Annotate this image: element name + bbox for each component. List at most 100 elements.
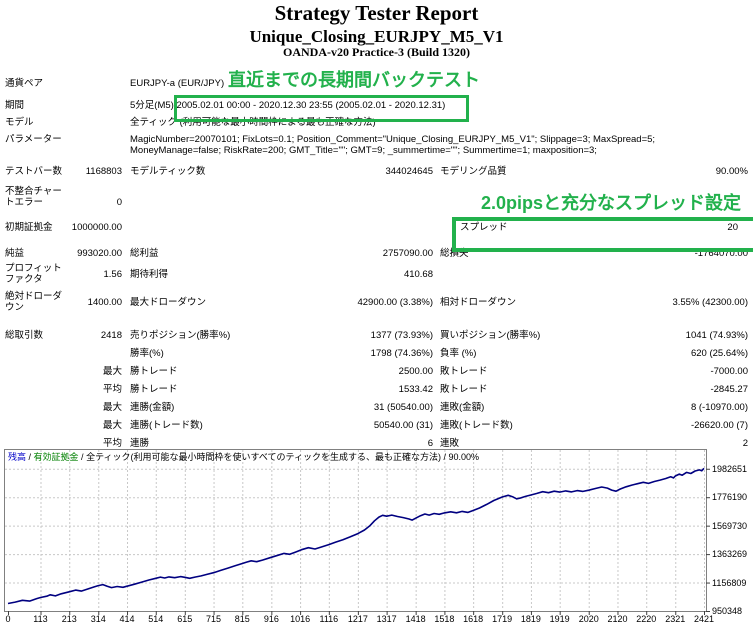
legend-separator: / <box>26 452 34 462</box>
x-axis-label: 1217 <box>347 614 368 624</box>
stat-label: 最大ドローダウン <box>130 296 207 308</box>
title-block: Strategy Tester Report Unique_Closing_EU… <box>0 0 753 59</box>
model-description: 全ティック(利用可能な最小時間枠を使いすべてのティックを生成する、最も正確な方法… <box>86 452 441 462</box>
x-axis-label: 414 <box>119 614 135 624</box>
report-row: 不整合チャートエラー 0 <box>5 186 753 208</box>
legend-separator: / <box>78 452 87 462</box>
stat-value: 最大 <box>102 420 122 431</box>
ea-name-title: Unique_Closing_EURJPY_M5_V1 <box>249 27 504 46</box>
stat-label <box>130 222 300 233</box>
balance-curve <box>7 467 705 605</box>
stat-value: 31 (50540.00) <box>373 402 433 413</box>
x-axis-label: 1116 <box>319 614 339 624</box>
stat-value <box>63 348 122 359</box>
report-row: 初期証拠金 1000000.00 スプレッド 20 <box>5 222 753 233</box>
x-axis-label: 213 <box>61 614 77 624</box>
stat-value: 20 <box>727 222 738 233</box>
report-row: 最大 連勝(金額) 31 (50540.00) 連敗(金額) 8 (-10970.00) <box>5 402 753 413</box>
x-axis-label: 1418 <box>405 614 426 624</box>
x-axis-label: 1016 <box>290 614 311 624</box>
stat-label: 総損失 <box>440 248 469 259</box>
stat-value: 993020.00 <box>77 248 122 259</box>
stat-value: -7000.00 <box>710 366 748 377</box>
x-axis-label: 2020 <box>578 614 599 624</box>
report-row: 純益 993020.00 総利益 2757090.00 総損失 -1764070.00 <box>5 248 753 259</box>
stat-label <box>5 348 63 359</box>
x-axis-label: 0 <box>5 614 11 624</box>
modelling-quality: 90.00% <box>448 452 480 462</box>
stat-label: 買いポジション(勝率%) <box>440 330 541 341</box>
stat-value: 8 (-10970.00) <box>690 402 748 413</box>
report-row: テストバー数 1168803 モデルティック数 344024645 モデリング品質 90.… <box>5 166 753 177</box>
stat-value: 2418 <box>100 330 122 341</box>
stat-label: 総取引数 <box>5 330 44 341</box>
stat-value: 1798 (74.36%) <box>370 348 433 359</box>
stat-value: 0 <box>116 197 122 208</box>
report-row: モデル 全ティック (利用可能な最小時間枠による最も正確な方法) <box>5 117 753 128</box>
stat-label: 相対ドローダウン <box>440 296 517 308</box>
stat-value: 6 <box>427 438 433 449</box>
stat-label <box>5 420 63 431</box>
y-axis-label: 1776190 <box>712 492 748 503</box>
x-axis-label: 1719 <box>492 614 513 624</box>
stat-label: 連勝(金額) <box>130 402 175 413</box>
stat-value: -2845.27 <box>710 384 748 395</box>
x-axis-label: 2421 <box>693 614 715 624</box>
stat-label <box>130 186 300 208</box>
stat-label: モデリング品質 <box>440 166 507 177</box>
stat-value: 1041 (74.93%) <box>685 330 748 341</box>
stat-label: 初期証拠金 <box>5 222 53 233</box>
highlight-box-spread <box>452 217 753 252</box>
stat-label: モデル <box>5 117 34 128</box>
x-axis-label: 2120 <box>607 614 628 624</box>
report-row: 絶対ドローダウン 1400.00 最大ドローダウン 42900.00 (3.38%) 相… <box>5 291 753 313</box>
report-row: 最大 連勝(トレード数) 50540.00 (31) 連敗(トレード数) -26620.… <box>5 420 753 431</box>
stat-value: 620 (25.64%) <box>690 348 748 359</box>
stat-label: 連敗(トレード数) <box>440 420 513 431</box>
stat-value <box>300 222 433 233</box>
stat-value: 1377 (73.93%) <box>370 330 433 341</box>
stat-value: -1764070.00 <box>694 248 748 259</box>
report-row: 総取引数 2418 売りポジション(勝率%) 1377 (73.93%) 買いポジション… <box>5 330 753 341</box>
report-row: 通貨ペア EURJPY-a (EUR/JPY) <box>5 78 753 89</box>
stat-label: 期間 <box>5 100 25 111</box>
stat-value: 全ティック (利用可能な最小時間枠による最も正確な方法) <box>130 117 376 128</box>
x-axis-label: 1919 <box>549 614 570 624</box>
y-axis-label: 1982651 <box>712 463 748 474</box>
stat-value: 410.68 <box>403 268 433 280</box>
stat-label: 不整合チャートエラー <box>5 186 62 208</box>
stat-label: 負率 (%) <box>440 348 477 359</box>
stat-value: 1533.42 <box>398 384 433 395</box>
stat-value: 2 <box>742 438 748 449</box>
x-axis-label: 514 <box>148 614 164 624</box>
x-axis-label: 113 <box>33 614 48 624</box>
y-axis-label: 1156809 <box>712 577 747 588</box>
stat-label: 総利益 <box>130 248 159 259</box>
stat-label: 期待利得 <box>130 268 169 280</box>
stat-label: 敗トレード <box>440 366 488 377</box>
parameter-line: MoneyManage=false; RiskRate=200; GMT_Tit… <box>130 145 597 156</box>
stat-value: 1168803 <box>85 166 122 177</box>
stat-value: -26620.00 (7) <box>690 420 748 431</box>
stat-value: 1000000.00 <box>71 222 122 233</box>
stat-value: 2500.00 <box>398 366 433 377</box>
equity-legend: 有効証拠金 <box>33 452 79 462</box>
stat-label <box>5 438 63 449</box>
stat-value: 最大 <box>102 402 122 413</box>
stat-value: EURJPY-a (EUR/JPY) <box>130 78 225 89</box>
report-row: パラメーター MagicNumber=20070101; FixLots=0.1;… <box>5 134 753 156</box>
stat-value: 1.56 <box>103 268 123 280</box>
legend-separator: / <box>441 452 449 462</box>
report-row: プロフィットファクタ 1.56 期待利得 410.68 <box>5 263 753 285</box>
stat-label: スプレッド <box>460 222 508 233</box>
stat-label: 連勝 <box>130 438 150 449</box>
report-row: 期間 5分足(M5) 2005.02.01 00:00 - 2020.12.30 … <box>5 100 753 111</box>
y-axis-label: 1363269 <box>712 549 748 560</box>
report-row: 最大 勝トレード 2500.00 敗トレード -7000.00 <box>5 366 753 377</box>
stat-label <box>5 366 63 377</box>
x-axis-label: 916 <box>263 614 279 624</box>
x-axis-label: 1317 <box>376 614 397 624</box>
x-axis-label: 715 <box>206 614 222 624</box>
stat-value: 5分足(M5) 2005.02.01 00:00 - 2020.12.30 23… <box>130 100 446 111</box>
